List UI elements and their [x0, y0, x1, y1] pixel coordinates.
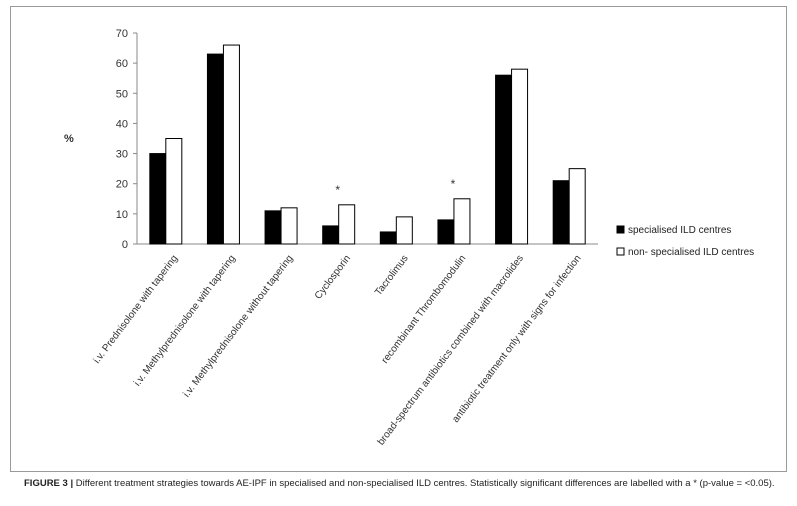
y-tick-label: 60 — [116, 58, 128, 70]
y-axis-label: % — [64, 133, 74, 145]
x-tick-label: Tacrolimus — [373, 253, 411, 298]
significance-marker: * — [451, 177, 456, 191]
bar-specialised-4 — [379, 231, 397, 245]
chart-bars: * * — [149, 44, 586, 245]
y-tick-label: 50 — [116, 88, 128, 100]
y-tick-label: 30 — [116, 149, 128, 161]
legend-label-1: non- specialised ILD centres — [628, 247, 754, 258]
bar-non-specialised-3 — [338, 204, 356, 245]
legend-swatch-1 — [616, 247, 625, 256]
significance-marker: * — [335, 183, 340, 197]
x-tick-label: antibiotic treatment only with signs for… — [450, 253, 583, 425]
bar-specialised-7 — [552, 180, 570, 245]
caption-label: FIGURE 3 | — [24, 478, 74, 489]
bar-non-specialised-5 — [453, 198, 471, 245]
y-tick-label: 0 — [122, 239, 128, 251]
bar-non-specialised-1 — [222, 44, 240, 245]
bar-non-specialised-7 — [568, 168, 586, 245]
legend-swatch-0 — [616, 225, 625, 234]
bar-specialised-1 — [206, 53, 224, 245]
bar-specialised-6 — [495, 74, 513, 245]
y-tick-label: 40 — [116, 118, 128, 130]
bar-non-specialised-2 — [280, 207, 298, 245]
x-tick-label: i.v. Methylprednisolone with tapering — [132, 253, 238, 388]
y-tick-label: 70 — [116, 28, 128, 40]
legend: specialised ILD centres non- specialised … — [616, 225, 754, 258]
bar-specialised-5 — [437, 219, 455, 245]
bar-non-specialised-6 — [511, 68, 529, 245]
bar-non-specialised-0 — [165, 138, 183, 245]
bar-non-specialised-4 — [395, 216, 413, 245]
bar-specialised-2 — [264, 210, 282, 245]
x-tick-label: i.v. Methylprednisolone without tapering — [181, 253, 295, 399]
x-tick-label: Cyclosporin — [313, 253, 353, 301]
caption-text: Different treatment strategies towards A… — [73, 478, 775, 489]
bar-specialised-3 — [322, 225, 340, 245]
y-tick-label: 10 — [116, 209, 128, 221]
y-tick-label: 20 — [116, 179, 128, 191]
legend-label-0: specialised ILD centres — [628, 225, 731, 236]
bar-specialised-0 — [149, 153, 167, 245]
figure-caption: FIGURE 3 | Different treatment strategie… — [24, 478, 784, 490]
